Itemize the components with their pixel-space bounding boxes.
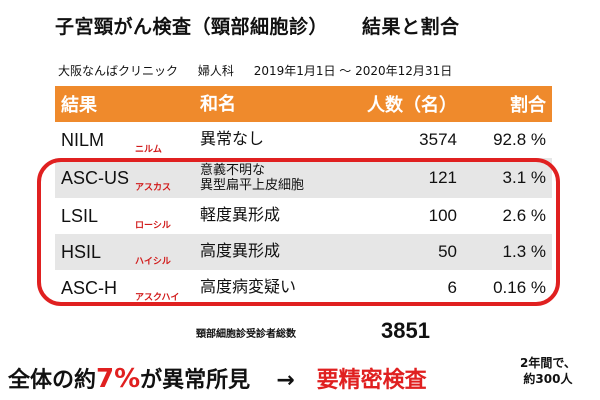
title-main: 子宮頸がん検査（頸部細胞診）: [55, 16, 329, 38]
summary-action: 要精密検査: [316, 368, 427, 393]
ratio-value: 92.8 %: [493, 130, 546, 149]
ratio-value: 2.6 %: [502, 206, 546, 225]
title-result: 結果と割合: [362, 16, 460, 38]
ratio-value: 0.16 %: [493, 278, 546, 297]
ratio-value: 3.1 %: [502, 168, 546, 187]
summary-suffix: が異常所見: [140, 368, 251, 393]
count-value: 50: [438, 242, 457, 261]
japanese-name: 異常なし: [200, 130, 265, 148]
subtitle: 大阪なんばクリニック 婦人科 2019年1月1日 〜 2020年12月31日: [58, 62, 468, 79]
summary-percent: 7%: [96, 364, 141, 394]
result-code: ASC-US: [61, 167, 130, 188]
count-value: 3574: [419, 130, 457, 149]
table-header: 結果 和名 人数（名） 割合: [55, 86, 552, 122]
japanese-name: 意義不明な 異型扁平上皮細胞: [200, 162, 355, 193]
summary-prefix: 全体の約: [8, 368, 97, 393]
results-table: 結果 和名 人数（名） 割合 NILM ニルム 異常なし 3574 92.8 % …: [55, 86, 552, 306]
total-value: 3851: [381, 318, 430, 343]
summary-note: 2年間で、 約300人: [520, 356, 576, 387]
result-code: LSIL: [61, 205, 99, 226]
count-value: 100: [428, 206, 457, 225]
result-code: ASC-H: [61, 277, 118, 298]
japanese-name: 高度病変疑い: [200, 278, 297, 296]
result-reading: アスカス: [135, 182, 172, 192]
table-row-lsil: LSIL ローシル 軽度異形成 100 2.6 %: [55, 198, 552, 234]
right-arrow-icon: →: [276, 368, 295, 393]
summary-line: 全体の約 7% が異常所見 → 要精密検査: [8, 362, 427, 394]
header-count: 人数（名）: [367, 95, 457, 115]
total-label: 頸部細胞診受診者総数: [196, 329, 296, 340]
japanese-name-line1: 意義不明な: [200, 162, 266, 178]
ratio-value: 1.3 %: [502, 242, 546, 261]
period: 2019年1月1日 〜 2020年12月31日: [253, 64, 453, 78]
japanese-name: 高度異形成: [200, 242, 281, 260]
table-row-nilm: NILM ニルム 異常なし 3574 92.8 %: [55, 122, 552, 158]
header-ratio: 割合: [510, 95, 546, 115]
page-title: 子宮頸がん検査（頸部細胞診） 結果と割合: [55, 12, 460, 39]
abnormal-highlight-box: [37, 158, 560, 306]
count-value: 6: [447, 278, 457, 297]
japanese-name-line2: 異型扁平上皮細胞: [200, 177, 305, 192]
header-name: 和名: [200, 93, 236, 114]
result-reading: ローシル: [135, 220, 171, 230]
header-result: 結果: [61, 95, 97, 115]
result-reading: ハイシル: [135, 256, 171, 266]
note-line1: 2年間で、: [520, 356, 576, 370]
count-value: 121: [428, 168, 457, 187]
table-row-asc-us: ASC-US アスカス 意義不明な 異型扁平上皮細胞 121 3.1 %: [55, 158, 552, 198]
note-line2: 約300人: [523, 371, 573, 386]
result-code: NILM: [61, 129, 105, 150]
result-reading: ニルム: [135, 144, 162, 154]
department: 婦人科: [197, 64, 234, 78]
table-row-hsil: HSIL ハイシル 高度異形成 50 1.3 %: [55, 234, 552, 270]
result-code: HSIL: [61, 241, 102, 262]
result-reading: アスクハイ: [135, 292, 180, 302]
japanese-name: 軽度異形成: [200, 206, 281, 224]
clinic-name: 大阪なんばクリニック: [58, 64, 179, 78]
table-row-asc-h: ASC-H アスクハイ 高度病変疑い 6 0.16 %: [55, 270, 552, 306]
